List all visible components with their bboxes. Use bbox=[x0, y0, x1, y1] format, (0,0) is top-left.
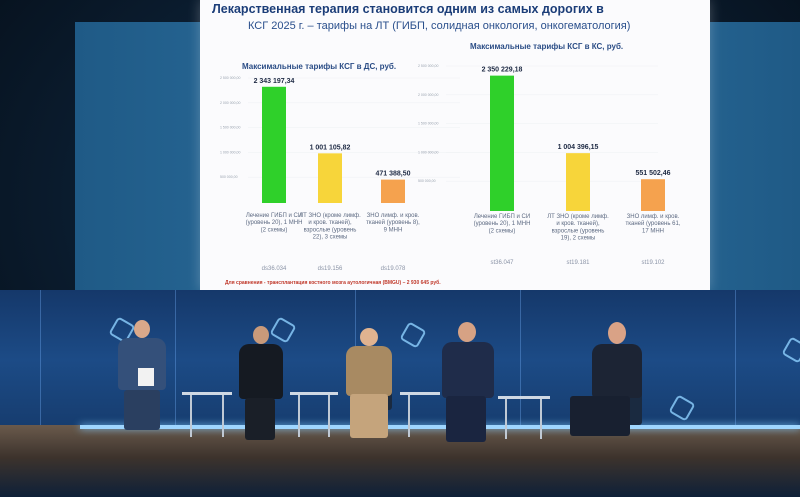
slide-footnote: Для сравнения - трансплантация костного … bbox=[225, 280, 441, 286]
table-leg bbox=[190, 395, 192, 437]
category-label: Лечение ГИБП и СИ (уровень 20), 1 МНН (2 с… bbox=[474, 214, 531, 234]
hexagon-icon bbox=[269, 316, 297, 344]
side-table bbox=[400, 392, 440, 395]
bar-value-label: 551 502,46 bbox=[635, 170, 670, 177]
backdrop-panel bbox=[40, 290, 41, 430]
legs bbox=[245, 398, 275, 440]
chart-title-ds: Максимальные тарифы КСГ в ДС, руб. bbox=[242, 62, 397, 71]
table-leg bbox=[298, 395, 300, 437]
head bbox=[134, 320, 150, 338]
chart-title-ks: Максимальные тарифы КСГ в КС, руб. bbox=[470, 42, 624, 51]
ksg-code-label: st36.047 bbox=[490, 260, 514, 266]
bar-value-label: 1 004 396,15 bbox=[558, 144, 599, 151]
bar-value-label: 1 001 105,82 bbox=[310, 144, 351, 151]
side-table bbox=[290, 392, 338, 395]
y-tick-label: 1 000 000,00 bbox=[418, 150, 438, 154]
side-table bbox=[498, 396, 550, 399]
legs bbox=[446, 396, 486, 442]
suit-jacket bbox=[442, 342, 494, 398]
table-leg bbox=[222, 395, 224, 437]
patterned-blouse bbox=[346, 346, 392, 396]
y-tick-label: 500 000,00 bbox=[220, 175, 238, 179]
y-tick-label: 2 000 000,00 bbox=[418, 93, 438, 97]
ksg-code-label: ds19.078 bbox=[381, 266, 406, 272]
ksg-code-label: ds19.156 bbox=[318, 266, 343, 272]
side-table bbox=[182, 392, 232, 395]
table-leg bbox=[408, 395, 410, 437]
head bbox=[360, 328, 378, 346]
backdrop-panel bbox=[520, 290, 521, 430]
table-leg bbox=[540, 399, 542, 439]
head bbox=[608, 322, 626, 344]
stage-floor bbox=[0, 425, 800, 497]
chart-bar bbox=[381, 179, 405, 203]
legs bbox=[124, 390, 160, 430]
slide-subtitle: КСГ 2025 г. – тарифы на ЛТ (ГИБП, солидн… bbox=[248, 20, 631, 32]
hexagon-icon bbox=[399, 321, 427, 349]
backdrop-panel bbox=[175, 290, 176, 430]
chart-ks-svg: 2 500 000,00 2 000 000,00 1 500 000,00 1 00… bbox=[418, 64, 681, 266]
chart-bar bbox=[318, 153, 342, 203]
y-tick-label: 1 000 000,00 bbox=[220, 150, 240, 154]
bar-value-label: 2 343 197,34 bbox=[254, 78, 295, 85]
y-tick-label: 2 000 000,00 bbox=[220, 101, 240, 105]
stage-led-strip bbox=[80, 425, 800, 429]
category-label: ЛТ ЗНО (кроме лимф. и кров. тканей), взрос… bbox=[547, 214, 609, 242]
ksg-code-label: st19.181 bbox=[566, 260, 590, 266]
category-label: ЗНО лимф. и кров. тканей (уровень 61, 17 М… bbox=[625, 214, 680, 234]
ksg-code-label: ds36.034 bbox=[262, 266, 287, 272]
table-leg bbox=[328, 395, 330, 437]
backdrop-panel bbox=[735, 290, 736, 430]
legs bbox=[570, 396, 630, 436]
chart-bar bbox=[566, 153, 590, 211]
hexagon-icon bbox=[668, 394, 696, 422]
ksg-code-label: st19.102 bbox=[641, 260, 665, 266]
chart-bar bbox=[262, 86, 286, 203]
paper-notes bbox=[138, 368, 154, 386]
category-label: Лечение ГИБП и СИ (уровень 20), 1 МНН (2 с… bbox=[246, 213, 303, 233]
y-tick-label: 1 500 000,00 bbox=[418, 122, 438, 126]
y-tick-label: 2 500 000,00 bbox=[220, 76, 240, 80]
hexagon-icon bbox=[781, 336, 800, 364]
chart-bar bbox=[490, 75, 514, 211]
bar-value-label: 2 350 229,18 bbox=[482, 67, 523, 74]
presentation-slide: Лекарственная терапия становится одним и… bbox=[200, 0, 710, 290]
chart-ds-svg: 2 500 000,00 2 000 000,00 1 500 000,00 1 00… bbox=[220, 76, 460, 272]
category-label: ЛТ ЗНО (кроме лимф. и кров. тканей), взрос… bbox=[299, 213, 361, 241]
suit-jacket bbox=[592, 344, 642, 398]
y-tick-label: 1 500 000,00 bbox=[220, 126, 240, 130]
y-tick-label: 2 500 000,00 bbox=[418, 64, 438, 68]
legs bbox=[350, 394, 388, 438]
black-outfit bbox=[239, 344, 283, 399]
slide-title: Лекарственная терапия становится одним и… bbox=[212, 2, 604, 16]
head bbox=[458, 322, 476, 342]
chart-bar bbox=[641, 179, 665, 211]
y-tick-label: 500 000,00 bbox=[418, 179, 436, 183]
table-leg bbox=[505, 399, 507, 439]
bar-value-label: 471 388,50 bbox=[375, 171, 410, 178]
head bbox=[253, 326, 269, 344]
category-label: ЗНО лимф. и кров. тканей (уровень 8), 9 МН… bbox=[366, 213, 420, 233]
